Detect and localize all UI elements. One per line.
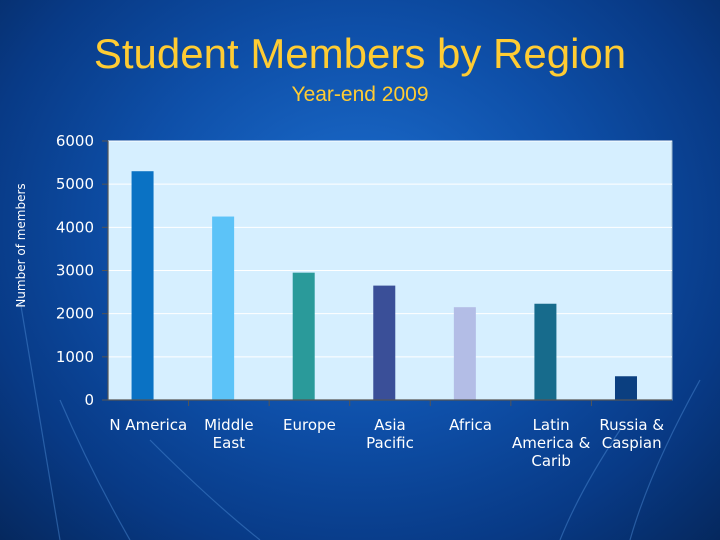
- y-tick-label: 3000: [56, 262, 94, 280]
- bar: [292, 272, 315, 400]
- bar: [131, 171, 154, 400]
- y-tick-label: 5000: [56, 175, 94, 193]
- x-tick-label: Europe: [283, 416, 336, 434]
- x-tick-label: Africa: [449, 416, 492, 434]
- y-tick-label: 0: [84, 391, 94, 409]
- bar: [614, 376, 637, 400]
- chart-title: Student Members by Region: [93, 30, 627, 77]
- bar: [212, 216, 235, 400]
- x-tick-label: Latin America & Carib: [512, 416, 591, 470]
- bar: [373, 285, 396, 400]
- chart-subtitle: Year-end 2009: [291, 83, 429, 106]
- y-tick-label: 4000: [56, 218, 94, 236]
- y-tick-label: 2000: [56, 305, 94, 323]
- x-tick-label: Russia & Caspian: [599, 416, 664, 452]
- x-tick-label: N America: [109, 416, 187, 434]
- y-axis-label: Number of members: [14, 183, 28, 307]
- x-tick-label: Asia Pacific: [366, 416, 414, 452]
- y-tick-label: 1000: [56, 348, 94, 366]
- x-tick-label: Middle East: [204, 416, 254, 452]
- bar: [534, 303, 557, 400]
- bar: [453, 307, 476, 400]
- y-tick-label: 6000: [56, 132, 94, 150]
